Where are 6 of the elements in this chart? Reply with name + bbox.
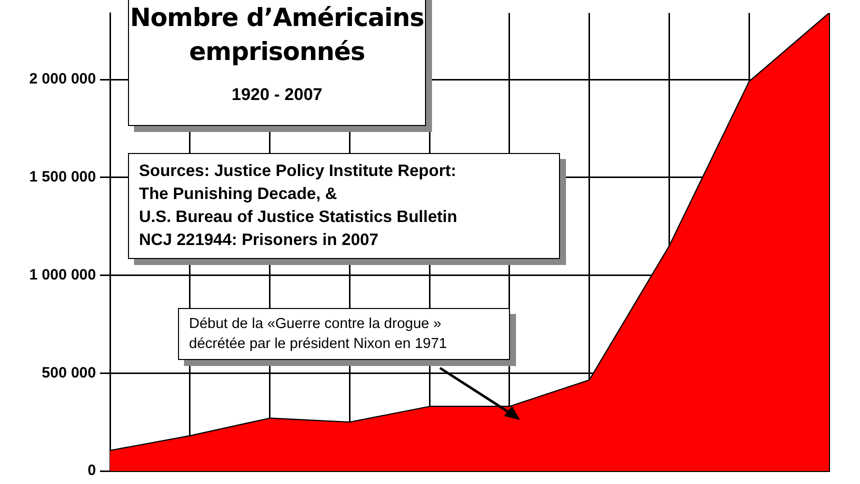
chart-title: Nombre d’Américains emprisonnés <box>129 2 425 68</box>
y-tick-label: 2 000 000 <box>29 70 96 88</box>
y-tick-label: 0 <box>88 462 96 480</box>
y-tick-label: 1 000 000 <box>29 266 96 284</box>
y-tick-label: 1 500 000 <box>29 168 96 186</box>
y-tick-label: 500 000 <box>42 364 96 382</box>
